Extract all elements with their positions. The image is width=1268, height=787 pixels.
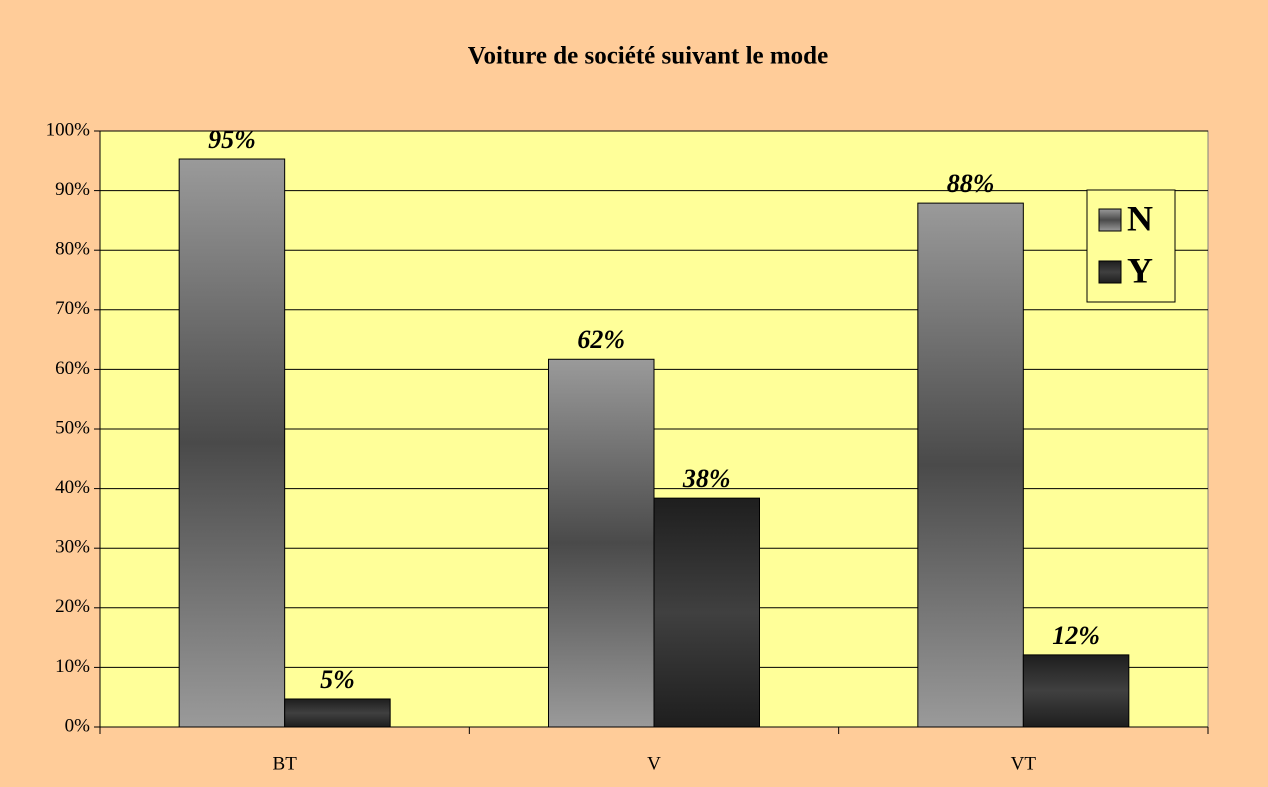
y-tick-label: 20%: [55, 596, 90, 617]
legend-label: Y: [1127, 250, 1153, 290]
data-label: 95%: [208, 125, 256, 154]
y-tick-label: 100%: [46, 119, 91, 140]
legend-swatch: [1098, 208, 1122, 232]
bar: [284, 698, 391, 728]
y-tick-label: 80%: [55, 239, 90, 260]
y-tick-label: 50%: [55, 417, 90, 438]
data-label: 88%: [947, 169, 995, 198]
bar: [1022, 654, 1130, 728]
data-label: 38%: [682, 464, 731, 493]
y-tick-label: 0%: [65, 715, 91, 736]
data-label: 12%: [1052, 621, 1100, 650]
y-tick-label: 90%: [55, 179, 90, 200]
y-tick-label: 60%: [55, 358, 90, 379]
x-tick-label: V: [647, 753, 661, 774]
data-label: 62%: [577, 325, 625, 354]
chart-title: Voiture de société suivant le mode: [468, 43, 828, 70]
y-tick-label: 30%: [55, 537, 90, 558]
x-tick-label: BT: [273, 753, 298, 774]
legend-label: N: [1127, 198, 1153, 238]
bar: [178, 158, 286, 728]
bar: [653, 497, 760, 728]
y-tick-label: 40%: [55, 477, 90, 498]
x-tick-label: VT: [1011, 753, 1037, 774]
bar: [917, 202, 1024, 728]
y-tick-label: 10%: [55, 656, 90, 677]
legend-swatch: [1098, 260, 1122, 284]
data-label: 5%: [320, 665, 355, 694]
bar: [548, 358, 655, 728]
y-tick-label: 70%: [55, 298, 90, 319]
